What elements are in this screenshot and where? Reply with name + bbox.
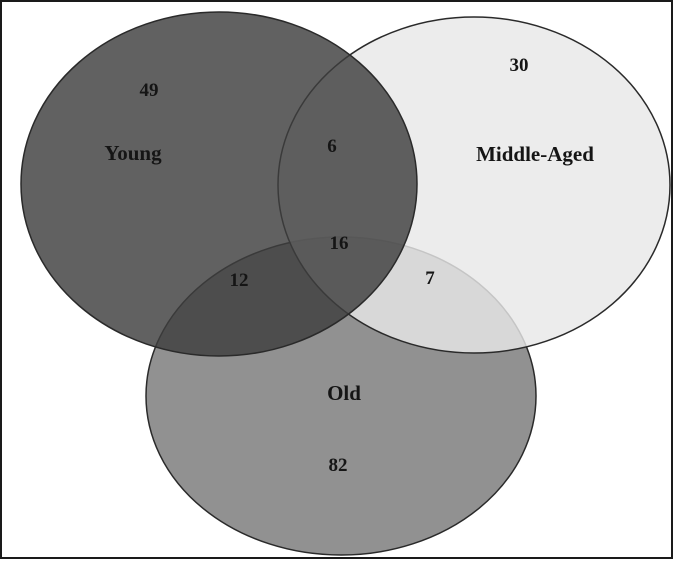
count-all-three: 16 [330, 233, 349, 254]
count-young-middle: 6 [327, 136, 337, 157]
count-young-only: 49 [140, 80, 159, 101]
count-middle-aged-only: 30 [510, 55, 529, 76]
count-middle-old: 7 [425, 268, 435, 289]
label-middle-aged: Middle-Aged [476, 142, 594, 166]
label-young: Young [104, 141, 162, 165]
count-old-only: 82 [329, 455, 348, 476]
circle-young [20, 11, 418, 357]
label-old: Old [327, 381, 361, 405]
count-young-old: 12 [230, 270, 249, 291]
